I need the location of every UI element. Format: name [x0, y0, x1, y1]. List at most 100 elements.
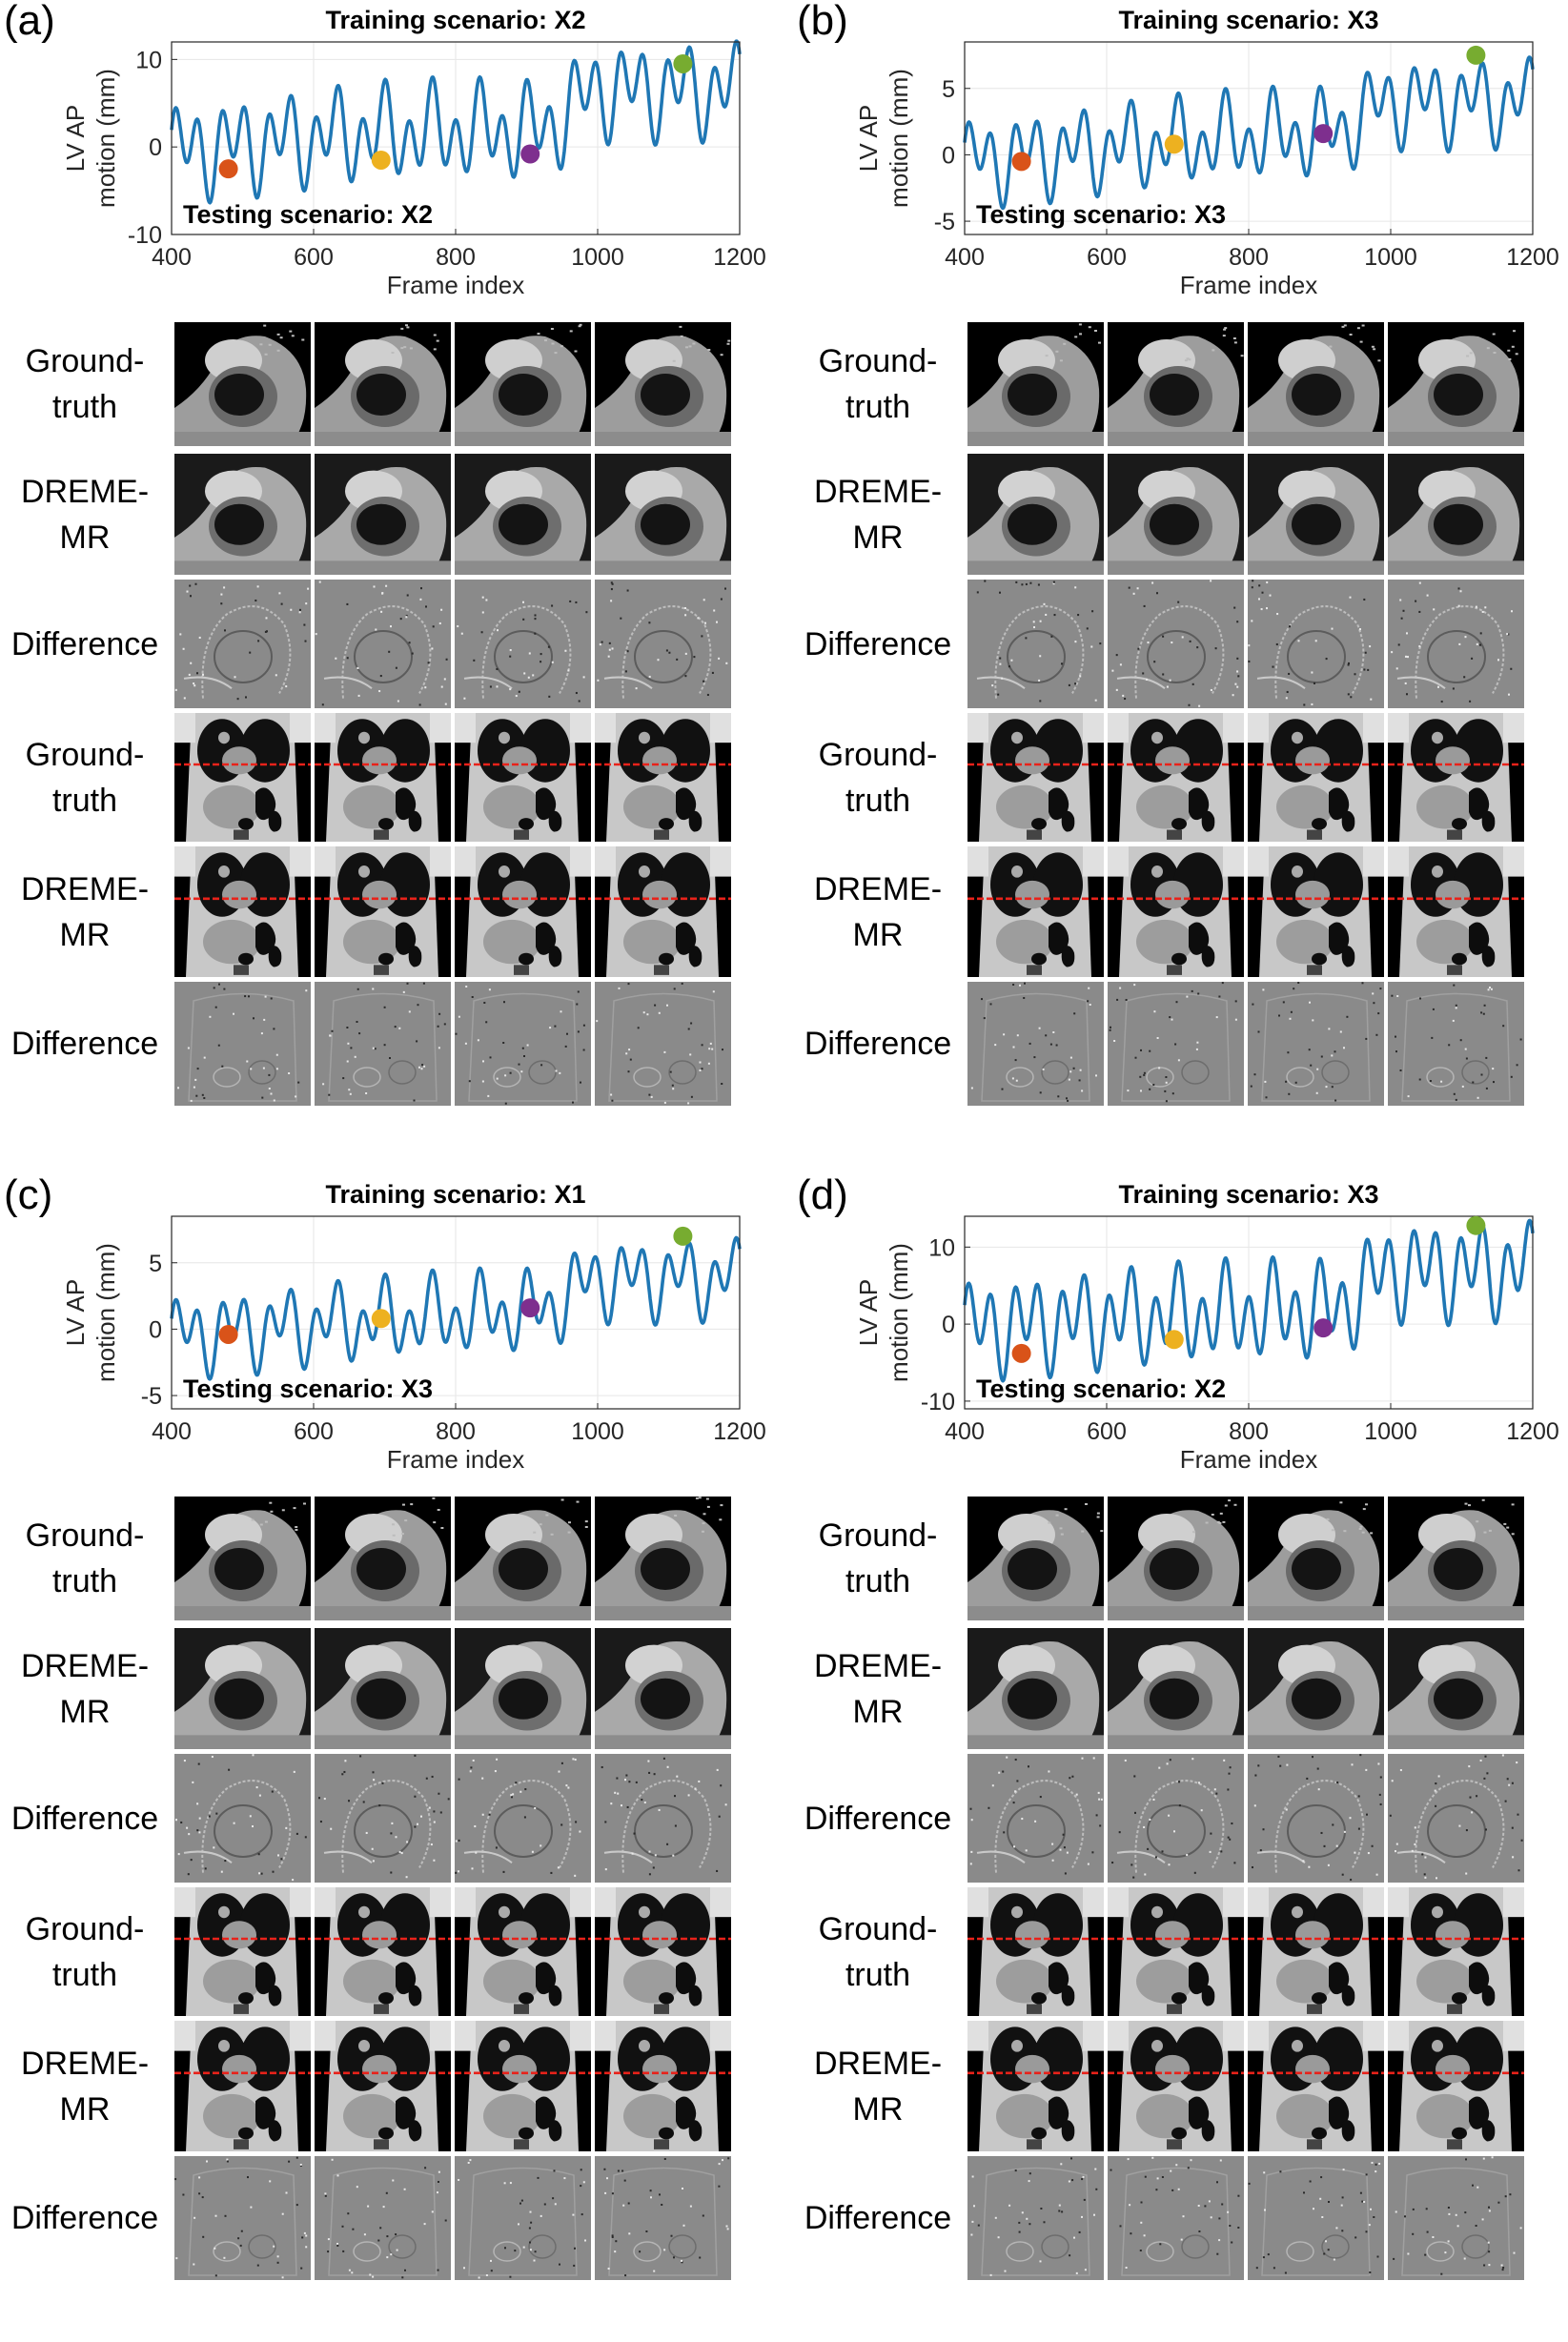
image-tile-pred [1388, 454, 1524, 575]
image-tile-gt [1248, 322, 1384, 446]
panel-letter: (b) [797, 0, 848, 44]
image-tile-diff [595, 580, 731, 708]
image-tile-pred [595, 1628, 731, 1749]
image-tile-pred [174, 2021, 311, 2151]
image-tile-gt [1108, 713, 1244, 842]
row-label-diff: Difference [804, 1800, 952, 1837]
image-tile-diff [174, 1754, 311, 1883]
y-axis-label: LV AP [854, 1279, 883, 1346]
image-tile-pred [1108, 454, 1244, 575]
y-tick-label: 0 [942, 142, 955, 169]
image-tile-gt [1108, 322, 1244, 446]
y-axis-label: motion (mm) [885, 1243, 913, 1382]
row-label-pred: DREME- MR [813, 1647, 943, 1730]
image-tile-diff [174, 580, 311, 708]
image-tile-gt [1248, 713, 1384, 842]
testing-scenario-annotation: Testing scenario: X2 [183, 200, 433, 229]
row-label-diff: Difference [10, 2200, 159, 2236]
image-tile-gt [174, 322, 311, 446]
image-tile-diff [1388, 1754, 1524, 1883]
chart-title: Training scenario: X1 [325, 1180, 585, 1209]
y-axis-label: motion (mm) [92, 69, 120, 208]
frame-marker-3 [1466, 45, 1486, 65]
y-tick-label: 0 [942, 1312, 955, 1338]
frame-marker-3 [1466, 1215, 1486, 1235]
y-tick-label: -10 [921, 1389, 955, 1415]
image-tile-gt [455, 322, 591, 446]
x-tick-label: 1200 [1506, 244, 1559, 271]
image-tile-pred [1388, 846, 1524, 977]
image-tile-diff [1388, 982, 1524, 1106]
frame-marker-1 [1164, 134, 1184, 154]
image-tile-gt [1388, 1497, 1524, 1620]
image-tile-diff [1108, 2156, 1244, 2280]
image-tile-diff [1248, 2156, 1384, 2280]
x-axis-label: Frame index [1180, 1445, 1318, 1474]
panel-letter: (a) [4, 0, 55, 44]
frame-marker-1 [371, 150, 391, 170]
image-tile-diff [315, 982, 451, 1106]
image-tile-gt [595, 1887, 731, 2016]
image-tile-pred [174, 454, 311, 575]
image-tile-pred [174, 1628, 311, 1749]
image-tile-diff [1248, 580, 1384, 708]
image-tile-pred [1388, 1628, 1524, 1749]
y-axis-label: LV AP [854, 105, 883, 172]
image-tile-diff [595, 2156, 731, 2280]
image-tile-diff [455, 982, 591, 1106]
x-tick-label: 800 [436, 1418, 476, 1445]
motion-chart: 400 600 800 1000 1200 -5 0 5 Training scenario: … [61, 1180, 766, 1474]
chart-title: Training scenario: X3 [1118, 1180, 1378, 1209]
image-tile-gt [1108, 1497, 1244, 1620]
panel-letter: (d) [797, 1171, 848, 1218]
image-tile-gt [1388, 322, 1524, 446]
image-tile-gt [455, 1887, 591, 2016]
image-tile-pred [455, 2021, 591, 2151]
row-label-pred: DREME- MR [813, 473, 943, 556]
y-tick-label: 5 [149, 1251, 162, 1277]
image-tile-diff [1108, 580, 1244, 708]
image-tile-gt [315, 1887, 451, 2016]
y-tick-label: 10 [135, 47, 162, 73]
panel-b: (b) 400 600 800 1000 1200 -5 0 5 Training scenari… [793, 0, 1568, 1168]
image-tile-diff [1108, 982, 1244, 1106]
row-label-gt: Ground-truth [25, 736, 145, 819]
image-tile-diff [315, 1754, 451, 1883]
image-tile-pred [455, 454, 591, 575]
motion-trace [170, 39, 742, 205]
image-tile-gt [967, 1497, 1104, 1620]
y-tick-label: 5 [942, 76, 955, 103]
x-tick-label: 600 [1087, 244, 1127, 271]
image-tile-gt [595, 1497, 731, 1620]
image-tile-gt [174, 1887, 311, 2016]
frame-marker-1 [371, 1309, 391, 1329]
image-tile-diff [1388, 2156, 1524, 2280]
image-tile-diff [174, 982, 311, 1106]
panel-c: (c) 400 600 800 1000 1200 -5 0 5 Training scenari… [0, 1174, 782, 2342]
image-tile-gt [1248, 1497, 1384, 1620]
panel-a: (a) 400 600 800 1000 1200 -10 0 10 Training scena… [0, 0, 782, 1168]
image-tile-gt [967, 322, 1104, 446]
x-tick-label: 1000 [1364, 1418, 1417, 1445]
row-label-pred: DREME- MR [20, 473, 150, 556]
frame-marker-2 [1313, 1318, 1334, 1338]
image-tile-pred [1248, 1628, 1384, 1749]
row-label-pred: DREME- MR [813, 870, 943, 953]
y-axis-label: LV AP [61, 1279, 90, 1346]
x-tick-label: 400 [945, 1418, 985, 1445]
row-label-gt: Ground-truth [25, 1910, 145, 1993]
image-tile-pred [967, 454, 1104, 575]
frame-marker-3 [673, 53, 693, 73]
image-tile-diff [595, 1754, 731, 1883]
image-tile-diff [455, 2156, 591, 2280]
image-tile-diff [174, 2156, 311, 2280]
panel-letter: (c) [4, 1171, 53, 1218]
image-tile-pred [967, 1628, 1104, 1749]
image-tile-diff [315, 2156, 451, 2280]
image-tile-gt [315, 322, 451, 446]
image-tile-diff [1388, 580, 1524, 708]
chart-title: Training scenario: X3 [1118, 6, 1378, 34]
y-axis-label: motion (mm) [885, 69, 913, 208]
panel-d: (d) 400 600 800 1000 1200 -10 0 10 Training scena… [793, 1174, 1568, 2342]
image-tile-pred [595, 2021, 731, 2151]
